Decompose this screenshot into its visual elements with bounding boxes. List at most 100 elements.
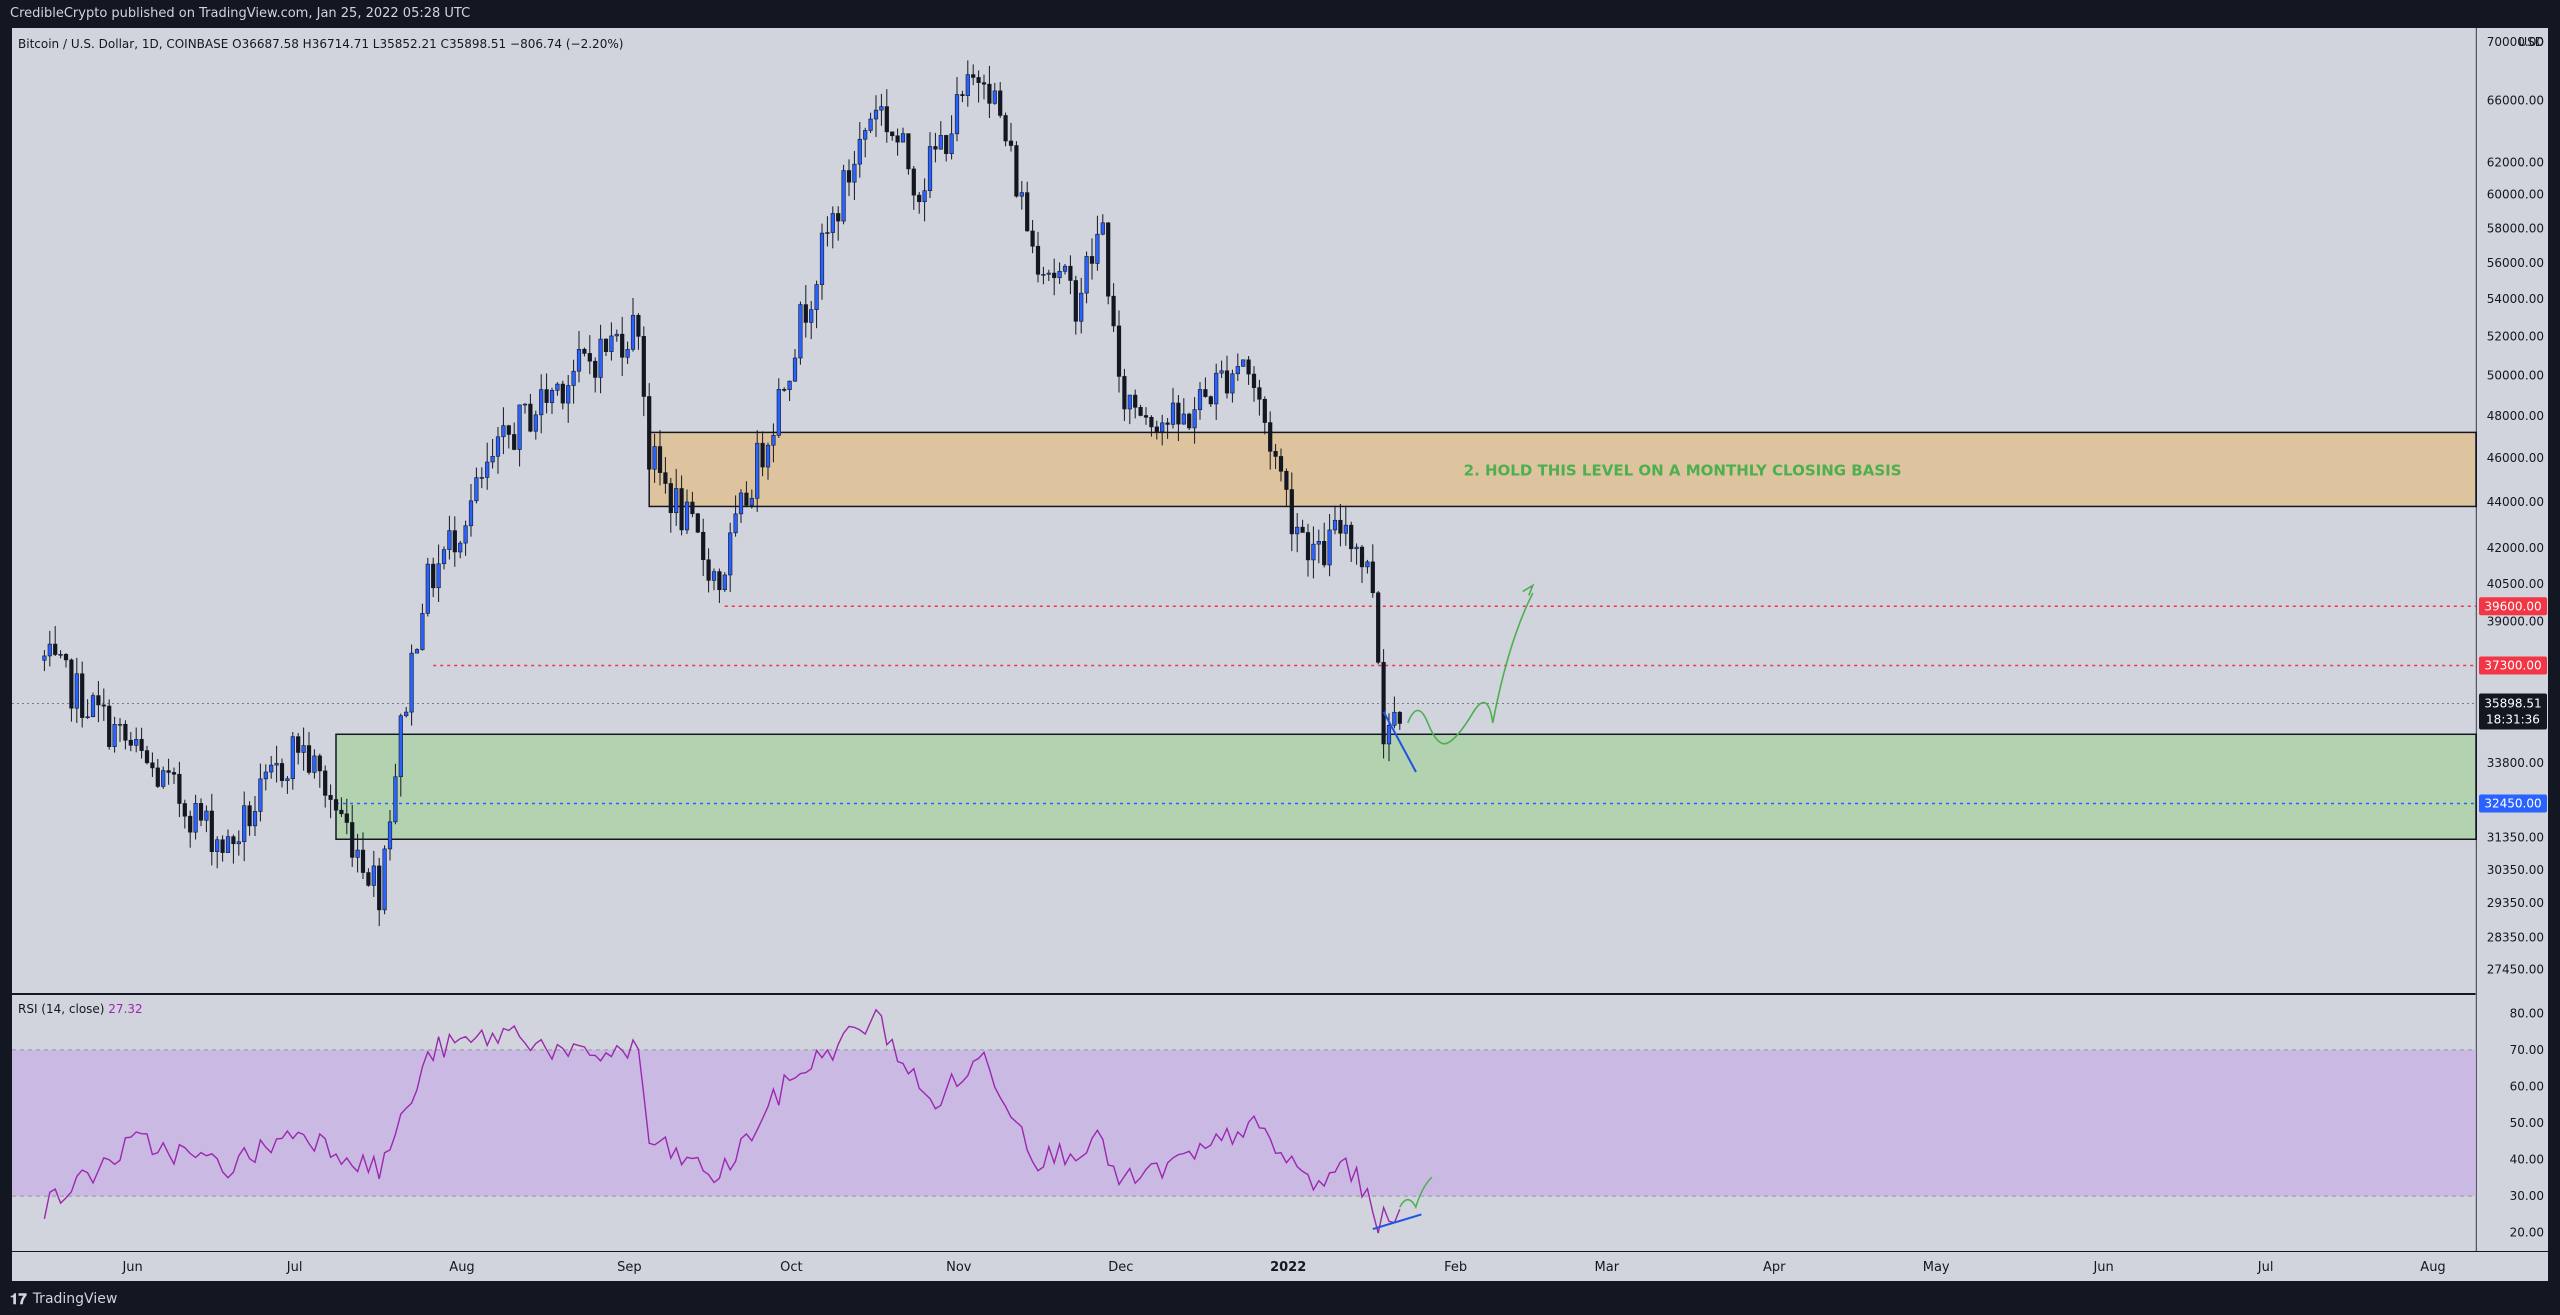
- candle-body: [1392, 711, 1397, 726]
- candle-body: [290, 736, 295, 780]
- candle-body: [879, 106, 884, 111]
- price-tick-label: 54000.00: [2487, 292, 2544, 306]
- candle: [868, 112, 873, 133]
- candle-body: [1014, 145, 1019, 197]
- candle: [414, 648, 420, 654]
- candle-body: [193, 803, 198, 833]
- candle-body: [1143, 415, 1149, 418]
- price-tick-label: 48000.00: [2487, 409, 2544, 423]
- candle: [1041, 266, 1046, 285]
- candle-body: [1230, 373, 1235, 394]
- candle: [1376, 590, 1381, 665]
- candle: [1322, 522, 1327, 568]
- candle: [674, 468, 679, 526]
- candle: [247, 801, 252, 836]
- candle: [587, 335, 592, 375]
- candle-body: [1397, 711, 1402, 724]
- candle-body: [517, 404, 522, 450]
- candle-body: [382, 848, 387, 911]
- candle-body: [647, 396, 652, 470]
- candle: [1300, 519, 1305, 533]
- candle: [123, 720, 128, 750]
- candle-body: [1035, 245, 1041, 275]
- candle-body: [927, 146, 933, 191]
- candle: [1008, 122, 1014, 152]
- candle: [771, 423, 776, 463]
- candle-body: [96, 695, 101, 706]
- candle-body: [279, 763, 285, 781]
- candle-body: [296, 736, 301, 753]
- candle-body: [1008, 140, 1014, 146]
- candle: [90, 692, 96, 718]
- candle-body: [836, 213, 841, 222]
- candle-body: [803, 304, 808, 323]
- candle: [112, 716, 117, 753]
- price-tick-label: 28350.00: [2487, 930, 2544, 944]
- candle-body: [312, 755, 317, 773]
- candle: [1392, 696, 1397, 729]
- candle: [252, 795, 258, 836]
- candle: [582, 347, 587, 357]
- candle: [900, 127, 906, 143]
- key-level-tag: 32450.00: [2479, 794, 2547, 813]
- candle: [636, 313, 641, 350]
- candle: [117, 718, 123, 742]
- candle: [992, 82, 997, 105]
- candle: [431, 557, 436, 598]
- candle-body: [1192, 409, 1197, 429]
- currency-label: USD: [2518, 35, 2544, 49]
- candle: [323, 765, 328, 808]
- candle: [1154, 420, 1159, 440]
- candle-body: [269, 764, 274, 773]
- candle: [420, 603, 425, 651]
- candle-body: [431, 563, 436, 589]
- candle-body: [825, 232, 830, 234]
- candle: [625, 341, 630, 364]
- candle-body: [247, 805, 252, 827]
- candle: [776, 378, 781, 438]
- candle: [1257, 379, 1262, 416]
- candle: [1025, 181, 1030, 232]
- candle: [1068, 255, 1073, 295]
- candle: [1354, 543, 1359, 565]
- candle: [647, 383, 652, 489]
- candle-body: [355, 849, 360, 858]
- candle: [765, 442, 771, 480]
- key-level-tag-label: 32450.00: [2484, 797, 2541, 811]
- candle-body: [134, 739, 139, 746]
- candle-body: [765, 444, 771, 468]
- candle: [269, 755, 274, 779]
- candle: [1116, 310, 1122, 393]
- key-level-tag-bg: [2479, 656, 2547, 675]
- trading-chart[interactable]: 2. HOLD THIS LEVEL ON A MONTHLY CLOSING …: [0, 0, 2560, 1283]
- candle: [1370, 544, 1375, 598]
- candle: [436, 544, 441, 602]
- candle-body: [252, 811, 258, 827]
- candle: [949, 115, 954, 160]
- candle-body: [204, 810, 209, 821]
- candle-body: [1197, 389, 1203, 410]
- candle: [965, 60, 970, 107]
- candle: [1262, 396, 1267, 435]
- candle-body: [1295, 526, 1300, 535]
- candle-body: [1284, 470, 1289, 490]
- candle: [733, 495, 738, 537]
- candle: [155, 759, 160, 789]
- footer-brand[interactable]: TradingView: [32, 1291, 118, 1307]
- candle-body: [215, 839, 220, 852]
- candle-body: [1068, 265, 1073, 281]
- candle: [998, 82, 1003, 118]
- time-tick-label: Jul: [2257, 1260, 2274, 1275]
- candle: [1127, 394, 1132, 425]
- candle-body: [69, 659, 74, 709]
- candle: [884, 89, 889, 143]
- candle: [938, 121, 943, 150]
- candle-body: [787, 380, 792, 390]
- candle: [1133, 389, 1138, 419]
- time-tick-label: Jun: [2092, 1260, 2113, 1275]
- candle: [593, 357, 598, 393]
- candle: [549, 387, 555, 415]
- candle-body: [809, 309, 814, 323]
- candle: [1208, 395, 1213, 407]
- candle-body: [1154, 426, 1159, 432]
